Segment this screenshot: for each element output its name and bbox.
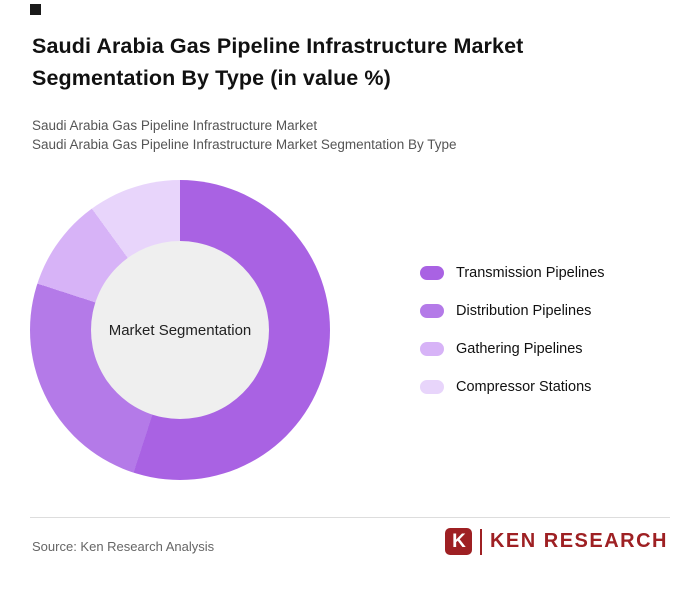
legend-swatch xyxy=(420,341,444,356)
legend-label: Transmission Pipelines xyxy=(456,264,605,281)
chart-legend: Transmission Pipelines Distribution Pipel… xyxy=(420,262,605,397)
donut-chart: Market Segmentation xyxy=(30,180,330,480)
legend-item: Transmission Pipelines xyxy=(420,262,605,283)
legend-swatch xyxy=(420,265,444,280)
legend-item: Distribution Pipelines xyxy=(420,300,605,321)
donut-center-label: Market Segmentation xyxy=(108,321,252,339)
donut-hole: Market Segmentation xyxy=(91,241,269,419)
corner-accent-square xyxy=(30,4,41,15)
logo-wordmark: KEN RESEARCH xyxy=(489,530,668,552)
legend-swatch xyxy=(420,379,444,394)
logo-separator xyxy=(480,528,482,555)
legend-label: Gathering Pipelines xyxy=(456,340,583,357)
footer-divider xyxy=(30,517,670,518)
logo-k-icon: K xyxy=(445,528,473,555)
subtitle-line-2: Saudi Arabia Gas Pipeline Infrastructure… xyxy=(32,137,457,152)
source-text: Source: Ken Research Analysis xyxy=(32,539,215,554)
legend-item: Compressor Stations xyxy=(420,376,605,397)
ken-research-logo: K KEN RESEARCH xyxy=(445,528,668,555)
legend-label: Distribution Pipelines xyxy=(456,302,592,319)
legend-swatch xyxy=(420,303,444,318)
page-title: Saudi Arabia Gas Pipeline Infrastructure… xyxy=(32,34,524,91)
legend-label: Compressor Stations xyxy=(456,378,592,395)
legend-item: Gathering Pipelines xyxy=(420,338,605,359)
subtitle-line-1: Saudi Arabia Gas Pipeline Infrastructure… xyxy=(32,118,318,133)
